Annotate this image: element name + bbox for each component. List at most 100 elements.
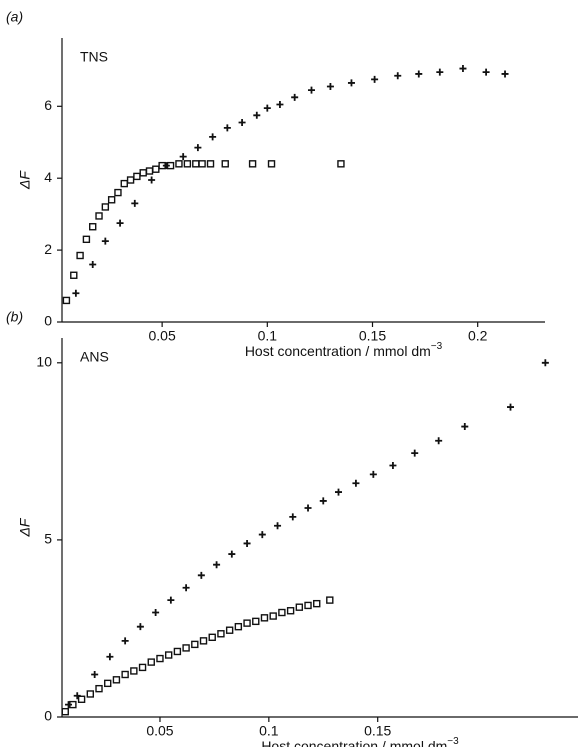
square-marker: [126, 176, 135, 184]
plus-marker: [274, 522, 282, 530]
y-tick-label: 6: [44, 97, 52, 113]
panel-label: (b): [6, 309, 23, 325]
plus-marker: [461, 423, 469, 431]
x-tick-label: 0.05: [149, 328, 176, 344]
plus-marker: [197, 571, 205, 579]
y-tick-label: 0: [44, 708, 52, 724]
plus-marker: [243, 539, 251, 547]
panel-label: (a): [6, 9, 23, 25]
square-marker: [198, 160, 206, 168]
x-tick-label: 0.1: [259, 723, 279, 739]
plus-marker: [415, 70, 423, 78]
square-marker: [175, 160, 183, 168]
x-axis-label-superscript: −3: [431, 341, 443, 352]
square-marker: [130, 667, 138, 675]
plus-marker: [179, 153, 187, 161]
annotation: TNS: [80, 49, 108, 65]
square-marker: [76, 251, 84, 260]
square-marker: [145, 167, 154, 175]
square-marker: [182, 644, 190, 652]
plus-marker: [238, 118, 246, 126]
square-marker: [107, 196, 116, 204]
square-marker: [77, 695, 86, 703]
square-marker: [248, 160, 257, 168]
plus-marker: [371, 75, 379, 83]
square-marker: [221, 160, 229, 168]
square-marker: [156, 654, 164, 663]
square-marker: [139, 169, 147, 177]
plus-marker: [72, 289, 80, 297]
square-marker: [191, 640, 199, 649]
square-marker: [260, 614, 269, 622]
plus-marker: [289, 513, 297, 521]
square-marker: [286, 607, 295, 615]
plus-marker: [223, 124, 231, 132]
square-marker: [252, 617, 260, 626]
plus-marker: [263, 104, 271, 112]
plus-marker: [276, 101, 284, 109]
x-axis-label-text: Host concentration / mmol dm: [245, 343, 431, 359]
y-tick-label: 0: [44, 313, 52, 329]
square-marker: [304, 601, 312, 610]
plus-marker: [347, 79, 355, 87]
plus-marker: [194, 144, 202, 152]
square-marker: [138, 663, 147, 672]
plus-marker: [89, 260, 97, 268]
plus-marker: [182, 584, 190, 592]
square-marker: [89, 223, 97, 231]
square-marker: [326, 596, 334, 604]
plus-marker: [319, 497, 327, 505]
square-marker: [295, 603, 304, 611]
square-marker: [70, 271, 78, 279]
plus-marker: [411, 449, 419, 457]
plus-marker: [162, 162, 170, 170]
plus-marker: [131, 199, 139, 207]
x-tick-label: 0.1: [258, 328, 278, 344]
square-marker: [121, 670, 129, 679]
square-marker: [183, 160, 192, 168]
plus-marker: [541, 359, 549, 367]
square-marker: [208, 633, 216, 642]
plus-marker: [65, 701, 73, 709]
plus-marker: [73, 692, 81, 700]
y-axis-label: ΔF: [17, 170, 33, 190]
plus-marker: [335, 488, 343, 496]
plus-marker: [136, 623, 144, 631]
x-tick-label: 0.2: [468, 328, 488, 344]
square-marker: [164, 651, 173, 659]
square-marker: [133, 172, 141, 181]
plus-marker: [91, 670, 99, 678]
plus-marker: [106, 653, 114, 661]
square-marker: [120, 179, 128, 188]
square-marker: [337, 160, 345, 168]
x-tick-label: 0.15: [364, 723, 391, 739]
plus-marker: [482, 68, 490, 76]
square-marker: [313, 599, 321, 608]
square-marker: [112, 676, 121, 684]
y-tick-label: 5: [44, 531, 52, 547]
square-marker: [234, 622, 243, 631]
square-marker: [267, 160, 276, 168]
plus-marker: [394, 72, 402, 80]
plus-marker: [121, 637, 129, 645]
annotation: ANS: [80, 349, 109, 365]
plus-marker: [326, 83, 334, 91]
square-marker: [199, 637, 208, 645]
y-tick-label: 10: [36, 353, 52, 369]
y-tick-label: 4: [44, 169, 52, 185]
plus-marker: [213, 561, 221, 569]
plus-marker: [228, 550, 236, 558]
square-marker: [152, 165, 160, 173]
square-marker: [147, 658, 155, 666]
square-marker: [62, 296, 71, 305]
plus-marker: [369, 470, 377, 478]
plus-marker: [116, 219, 124, 227]
square-marker: [61, 707, 69, 716]
plus-marker: [167, 596, 175, 604]
plus-marker: [389, 462, 397, 470]
plus-marker: [436, 68, 444, 76]
square-marker: [101, 203, 110, 211]
plus-marker: [304, 504, 312, 512]
x-axis-label-text: Host concentration / mmol dm: [261, 738, 447, 747]
plus-marker: [291, 93, 299, 101]
